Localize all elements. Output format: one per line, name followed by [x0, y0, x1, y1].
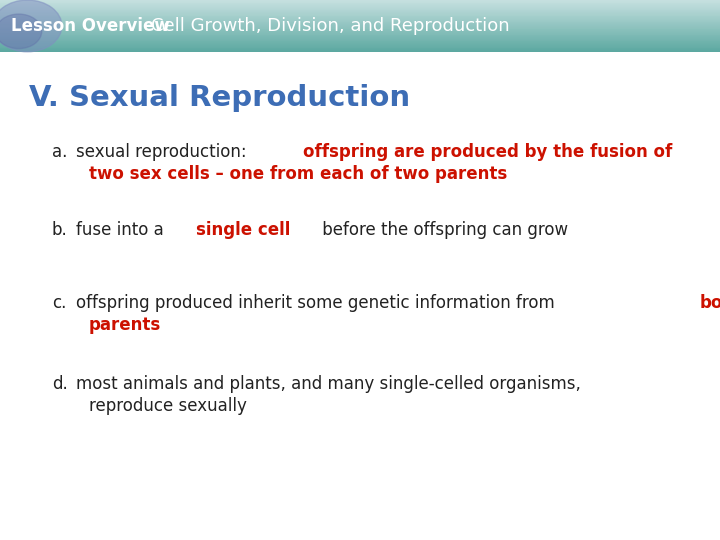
Bar: [0, 36, 720, 37]
Bar: [0, 1, 720, 2]
Text: a.: a.: [52, 143, 67, 161]
Bar: [0, 11, 720, 12]
Text: fuse into a: fuse into a: [76, 221, 168, 239]
Bar: [0, 8, 720, 9]
Bar: [0, 30, 720, 31]
Bar: [0, 31, 720, 32]
Bar: [0, 22, 720, 23]
Text: most animals and plants, and many single-celled organisms,: most animals and plants, and many single…: [76, 375, 580, 393]
Bar: [0, 26, 720, 27]
Bar: [0, 21, 720, 22]
Bar: [0, 39, 720, 40]
Bar: [0, 16, 720, 17]
Bar: [0, 3, 720, 4]
Bar: [0, 45, 720, 46]
Text: d.: d.: [52, 375, 68, 393]
Bar: [0, 28, 720, 29]
Bar: [0, 14, 720, 15]
Bar: [0, 0, 720, 1]
Bar: [0, 23, 720, 24]
Circle shape: [0, 0, 62, 52]
Text: single cell: single cell: [196, 221, 290, 239]
Bar: [0, 33, 720, 35]
Bar: [0, 25, 720, 26]
Bar: [0, 50, 720, 51]
Bar: [0, 9, 720, 10]
Bar: [0, 27, 720, 28]
Text: both: both: [700, 294, 720, 312]
Bar: [0, 19, 720, 20]
Bar: [0, 20, 720, 21]
Bar: [0, 15, 720, 16]
Bar: [0, 7, 720, 8]
Text: offspring are produced by the fusion of: offspring are produced by the fusion of: [302, 143, 672, 161]
Bar: [0, 46, 720, 48]
Text: b.: b.: [52, 221, 68, 239]
Text: V. Sexual Reproduction: V. Sexual Reproduction: [29, 84, 410, 112]
Bar: [0, 10, 720, 11]
Bar: [0, 49, 720, 50]
Bar: [0, 44, 720, 45]
Bar: [0, 48, 720, 49]
Bar: [0, 32, 720, 33]
Circle shape: [0, 14, 42, 49]
Bar: [0, 2, 720, 3]
Text: reproduce sexually: reproduce sexually: [89, 397, 246, 415]
Text: c.: c.: [52, 294, 66, 312]
Text: Lesson Overview: Lesson Overview: [11, 17, 169, 35]
Text: two sex cells – one from each of two parents: two sex cells – one from each of two par…: [89, 165, 507, 183]
Bar: [0, 42, 720, 43]
Text: offspring produced inherit some genetic information from: offspring produced inherit some genetic …: [76, 294, 559, 312]
Bar: [0, 38, 720, 39]
Bar: [0, 43, 720, 44]
Bar: [0, 24, 720, 25]
Bar: [0, 18, 720, 19]
Bar: [0, 29, 720, 30]
Bar: [0, 17, 720, 18]
Bar: [0, 40, 720, 42]
Bar: [0, 6, 720, 7]
Text: Cell Growth, Division, and Reproduction: Cell Growth, Division, and Reproduction: [151, 17, 510, 35]
Bar: [0, 5, 720, 6]
Bar: [0, 37, 720, 38]
Text: sexual reproduction:: sexual reproduction:: [76, 143, 251, 161]
Text: before the offspring can grow: before the offspring can grow: [318, 221, 569, 239]
Text: parents: parents: [89, 316, 161, 334]
Bar: [0, 4, 720, 5]
Bar: [0, 13, 720, 14]
Bar: [0, 12, 720, 13]
Bar: [0, 51, 720, 52]
Bar: [0, 35, 720, 36]
